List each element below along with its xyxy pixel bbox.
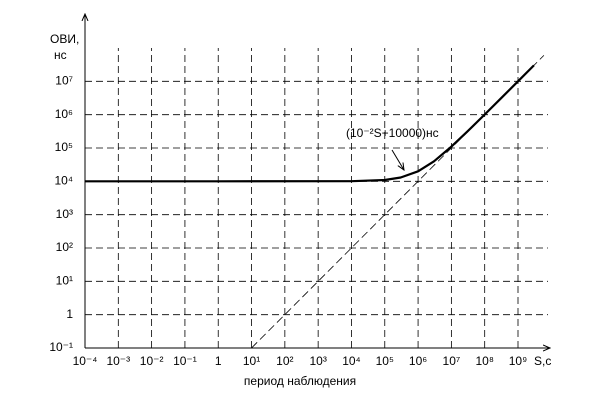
x-tick-label: 10⁻⁴ [73, 354, 98, 368]
x-tick-label: 10⁻¹ [173, 354, 197, 368]
y-tick-label: 10³ [56, 207, 73, 221]
y-tick-label: 10⁴ [54, 174, 73, 188]
x-tick-label: 10³ [309, 354, 326, 368]
x-tick-label: 10⁻² [140, 354, 164, 368]
y-tick-label: 1 [66, 307, 73, 321]
x-axis-label: период наблюдения [244, 374, 356, 388]
y-tick-label: 10⁶ [55, 107, 73, 121]
x-unit-label: S,с [534, 354, 551, 368]
y-tick-label: 10¹ [56, 274, 73, 288]
y-tick-label: 10⁻¹ [49, 340, 73, 354]
y-tick-label: 10² [56, 240, 73, 254]
annotation-arrow [391, 149, 404, 170]
x-tick-label: 10¹ [243, 354, 260, 368]
annotation: (10⁻²S+10000)нс [346, 126, 439, 140]
y-axis-label: ОВИ, [50, 32, 79, 46]
y-tick-label: 10⁷ [55, 74, 73, 88]
x-tick-label: 10⁻³ [106, 354, 130, 368]
y-axis-label: нс [54, 48, 67, 62]
x-tick-label: 10⁹ [509, 354, 528, 368]
x-tick-label: 10² [276, 354, 293, 368]
x-tick-label: 10⁵ [376, 354, 394, 368]
x-tick-label: 10⁴ [342, 354, 361, 368]
x-tick-label: 10⁸ [475, 354, 493, 368]
y-tick-label: 10⁵ [55, 140, 73, 154]
data-line [85, 64, 535, 183]
x-tick-label: 10⁶ [409, 354, 427, 368]
asymptote-line [251, 55, 545, 349]
x-tick-label: 1 [215, 354, 222, 368]
x-tick-label: 10⁷ [443, 354, 461, 368]
